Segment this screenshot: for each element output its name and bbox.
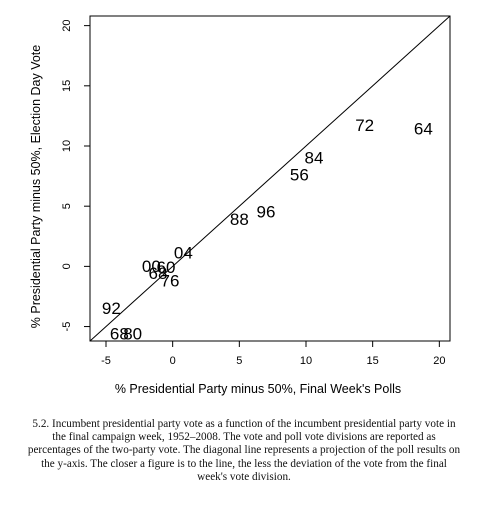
figure-caption: 5.2. Incumbent presidential party vote a…	[26, 418, 462, 484]
y-tick-label: 0	[61, 263, 73, 269]
point-label-96: 96	[257, 203, 276, 222]
y-tick-label: 5	[61, 203, 73, 209]
y-tick-label: 10	[61, 140, 73, 152]
x-tick-label: 5	[236, 355, 242, 367]
point-label-84: 84	[305, 149, 324, 168]
point-label-68: 68	[110, 324, 129, 343]
point-label-04: 04	[174, 244, 193, 263]
caption-text: Incumbent presidential party vote as a f…	[27, 418, 461, 483]
point-label-92: 92	[102, 299, 121, 318]
y-axis: -5 0 5 10 15 20	[61, 20, 91, 332]
point-label-68: 68	[149, 264, 168, 283]
point-label-76: 76	[161, 271, 180, 290]
y-tick-label: -5	[61, 322, 73, 332]
x-tick-label: 10	[300, 355, 312, 367]
x-tick-label: 0	[170, 355, 176, 367]
point-label-00: 00	[142, 257, 161, 276]
x-axis: -5 0 5 10 15 20	[101, 340, 445, 367]
point-label-72: 72	[355, 116, 374, 135]
x-tick-label: -5	[101, 355, 111, 367]
point-label-80: 80	[123, 324, 142, 343]
point-label-88: 88	[230, 210, 249, 229]
point-label-64: 64	[414, 120, 433, 139]
y-tick-label: 15	[61, 80, 73, 92]
x-tick-label: 15	[367, 355, 379, 367]
diagonal-line	[89, 15, 451, 342]
point-label-60: 60	[157, 258, 176, 277]
caption-number: 5.2.	[32, 418, 50, 430]
y-axis-label: % Presidential Party minus 50%, Election…	[29, 45, 43, 329]
y-tick-label: 20	[61, 20, 73, 32]
x-tick-label: 20	[433, 355, 445, 367]
x-axis-label: % Presidential Party minus 50%, Final We…	[115, 382, 401, 396]
point-label-56: 56	[290, 165, 309, 184]
